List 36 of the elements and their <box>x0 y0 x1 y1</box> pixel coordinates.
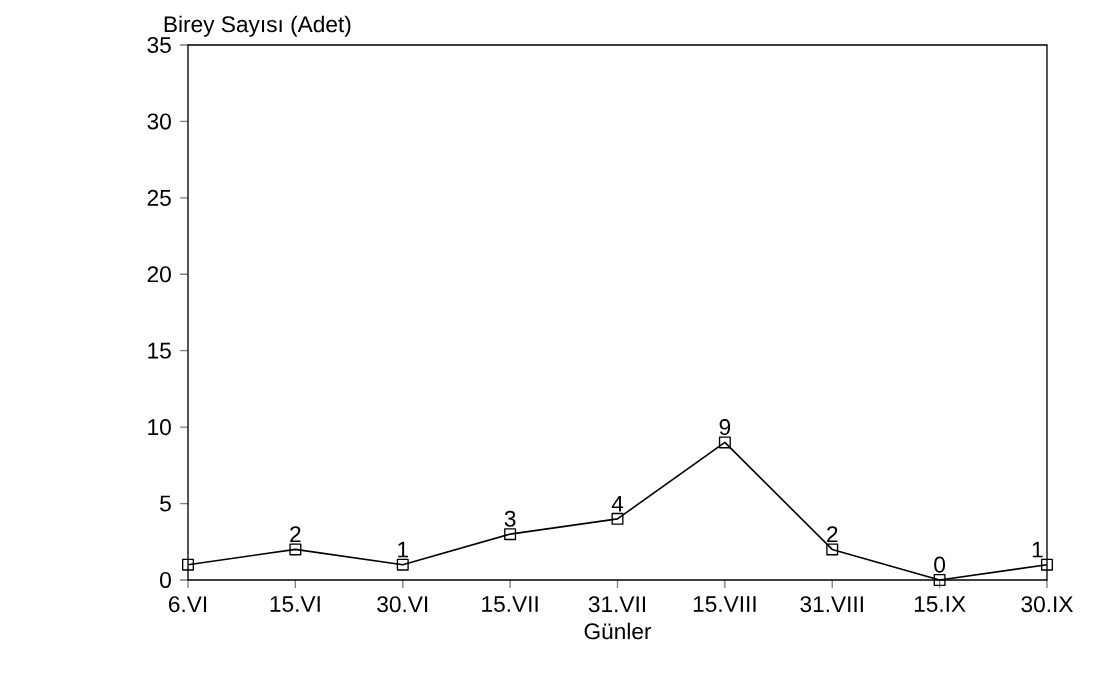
data-label: 1 <box>398 541 408 558</box>
point <box>396 558 409 571</box>
x-tick-label: 31.VII <box>588 596 646 613</box>
y-tick-label: 10 <box>148 419 171 436</box>
data-label: 9 <box>719 419 731 436</box>
y-tick-label: 20 <box>147 266 171 283</box>
data-label: 3 <box>504 510 516 527</box>
point <box>1040 558 1053 571</box>
x-tick-label: 31.VIII <box>800 596 863 613</box>
x-tick-label: 30.IX <box>1021 596 1073 613</box>
data-label: 2 <box>827 526 838 543</box>
x-tick-label: 15.IX <box>914 596 966 613</box>
y-tick-label: 15 <box>148 342 171 359</box>
data-label: 1 <box>1032 541 1043 558</box>
data-label: 0 <box>934 556 946 573</box>
x-tick-label: 15.VI <box>270 596 320 613</box>
data-label: 2 <box>290 526 301 543</box>
y-axis-title: Birey Sayısı (Adet) <box>164 15 351 37</box>
y-tick-label: 35 <box>147 36 171 54</box>
x-tick-label: 6.VI <box>169 596 207 613</box>
data-label: 4 <box>611 495 624 512</box>
x-axis-title: Günler <box>584 622 652 640</box>
y-tick-label: 30 <box>147 113 171 130</box>
y-tick-label: 0 <box>160 571 171 589</box>
point <box>289 543 302 556</box>
point <box>826 543 839 556</box>
point <box>933 573 946 586</box>
point <box>718 436 731 449</box>
point <box>504 528 517 541</box>
x-tick-label: 15.VII <box>482 596 538 613</box>
x-tick-label: 15.VIII <box>693 596 756 613</box>
point <box>611 512 624 525</box>
point <box>182 558 195 571</box>
y-tick-label: 5 <box>160 495 171 512</box>
x-tick-label: 30.VI <box>377 596 428 613</box>
y-tick-label: 25 <box>147 189 171 206</box>
